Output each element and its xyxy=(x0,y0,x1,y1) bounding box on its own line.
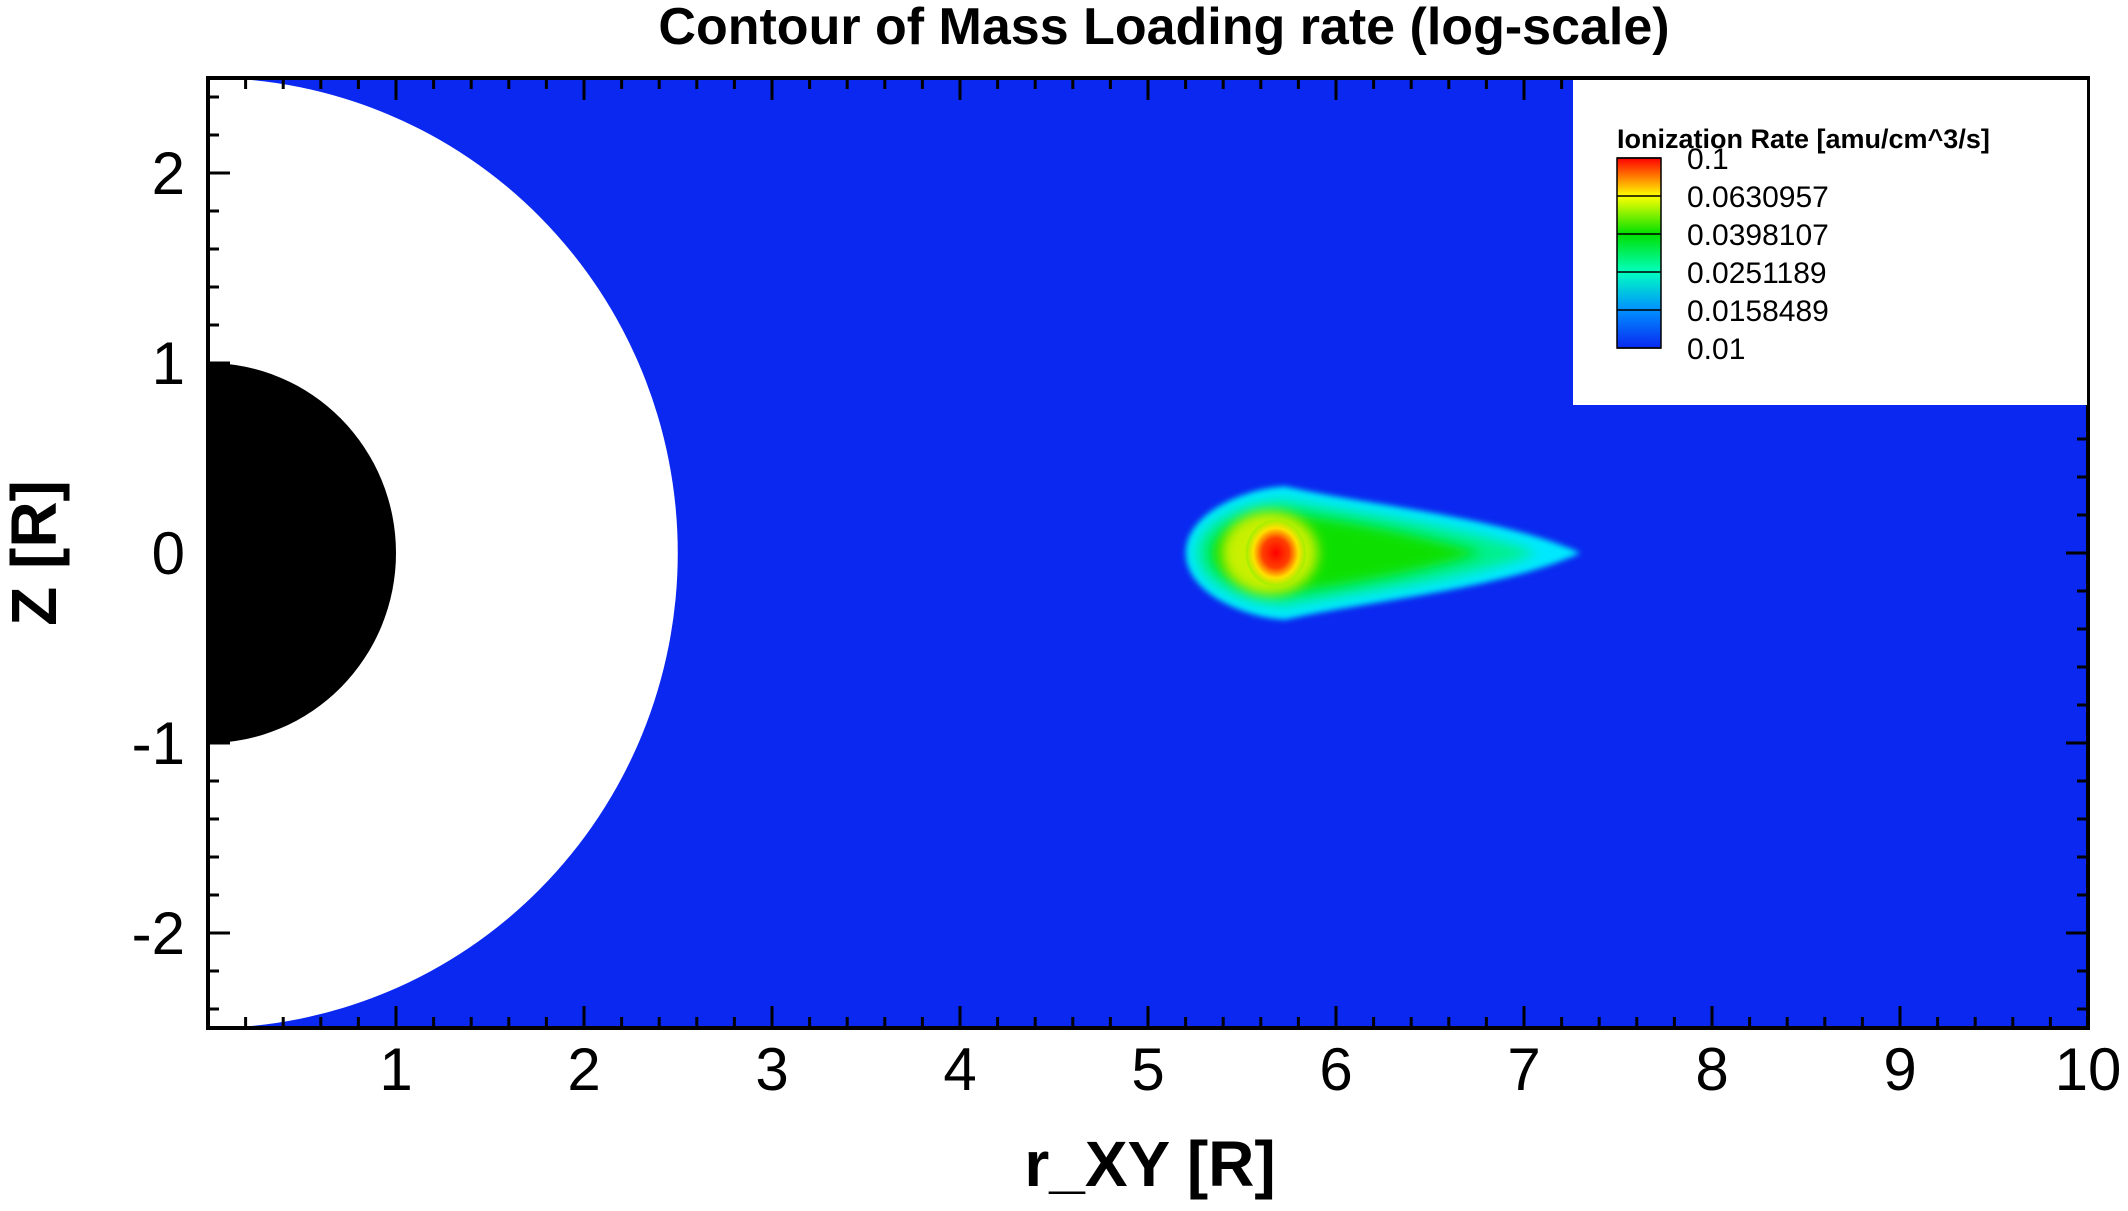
legend-level-label: 0.0251189 xyxy=(1687,257,1827,290)
x-tick-label: 10 xyxy=(2055,1036,2122,1103)
x-tick-label: 2 xyxy=(567,1036,600,1103)
legend-level-label: 0.0158489 xyxy=(1687,295,1829,328)
y-tick-label: -1 xyxy=(132,710,185,777)
x-tick-label: 6 xyxy=(1319,1036,1352,1103)
y-tick-label: -2 xyxy=(132,900,185,967)
y-tick-labels: -2 -1 0 1 2 xyxy=(132,140,185,967)
legend-level-label: 0.0398107 xyxy=(1687,219,1829,252)
y-tick-label: 1 xyxy=(152,330,185,397)
x-tick-label: 5 xyxy=(1131,1036,1164,1103)
legend: Ionization Rate [amu/cm^3/s] 0.1 0.063095… xyxy=(1573,80,2087,405)
x-tick-label: 8 xyxy=(1695,1036,1728,1103)
legend-title: Ionization Rate [amu/cm^3/s] xyxy=(1617,124,1990,154)
plume-core xyxy=(1245,519,1306,587)
chart-title: Contour of Mass Loading rate (log-scale) xyxy=(658,0,1669,56)
legend-colorbar xyxy=(1616,157,1662,349)
x-tick-label: 7 xyxy=(1507,1036,1540,1103)
x-axis-label: r_XY [R] xyxy=(1024,1128,1275,1200)
x-tick-label: 3 xyxy=(755,1036,788,1103)
x-tick-label: 1 xyxy=(379,1036,412,1103)
legend-level-label: 0.0630957 xyxy=(1687,181,1829,214)
legend-level-label: 0.01 xyxy=(1687,333,1745,366)
y-tick-label: 0 xyxy=(152,520,185,587)
y-axis-label: Z [R] xyxy=(0,480,70,626)
legend-levels: 0.1 0.0630957 0.0398107 0.0251189 0.0158489 0… xyxy=(1617,143,1829,366)
ionization-plume xyxy=(1185,486,1581,620)
excluded-region xyxy=(208,78,678,1028)
planet-body xyxy=(208,363,396,743)
x-tick-labels: 1 2 3 4 5 6 7 8 9 10 xyxy=(379,1036,2121,1103)
x-tick-label: 9 xyxy=(1883,1036,1916,1103)
x-tick-label: 4 xyxy=(943,1036,976,1103)
legend-level-label: 0.1 xyxy=(1687,143,1729,176)
y-tick-label: 2 xyxy=(152,140,185,207)
